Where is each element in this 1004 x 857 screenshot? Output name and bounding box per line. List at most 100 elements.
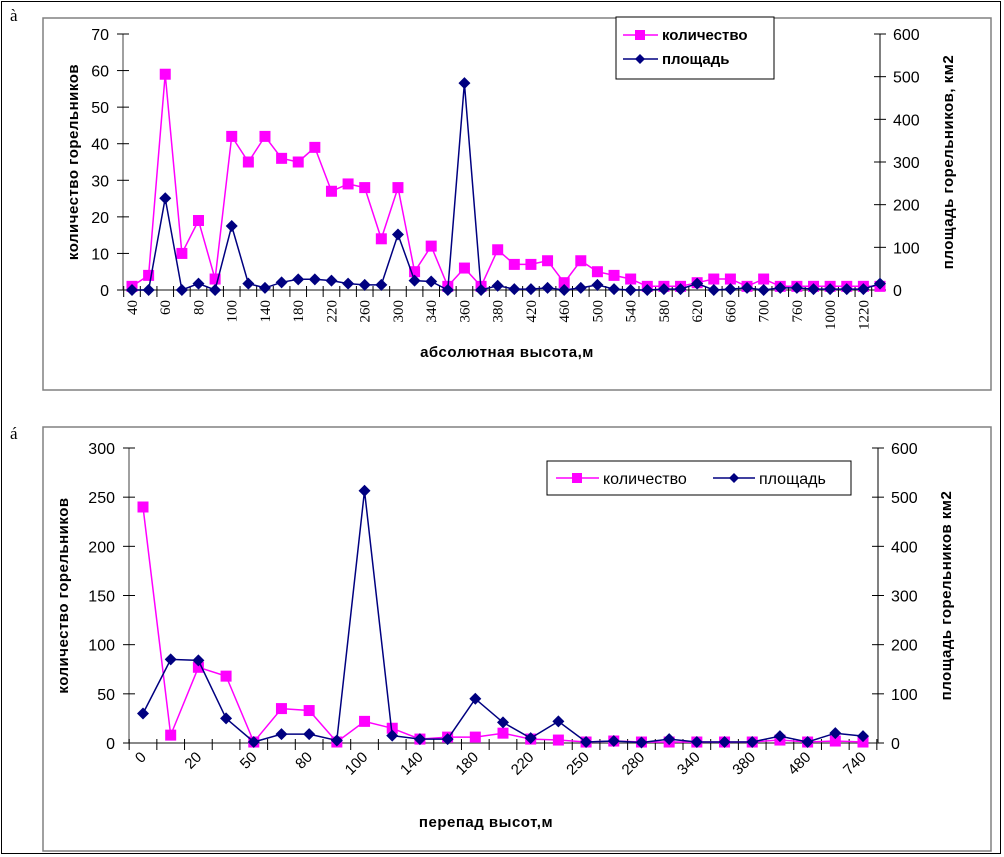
legend-marker-square bbox=[572, 473, 582, 483]
data-point-diamond bbox=[608, 283, 621, 296]
data-point-diamond bbox=[746, 736, 759, 749]
x-axis-tick-label: 1220 bbox=[856, 300, 872, 330]
left-axis-tick-label: 0 bbox=[100, 283, 109, 300]
data-point-diamond bbox=[824, 283, 837, 296]
series-line bbox=[142, 490, 864, 744]
left-axis-tick-label: 100 bbox=[88, 638, 115, 655]
data-point-diamond bbox=[541, 281, 554, 294]
data-point-square bbox=[458, 262, 470, 274]
left-axis-tick-label: 60 bbox=[91, 64, 109, 81]
data-point-diamond bbox=[874, 277, 886, 290]
data-point-square bbox=[292, 156, 304, 168]
data-point-diamond bbox=[674, 283, 687, 296]
data-point-diamond bbox=[391, 228, 404, 241]
panel-label-b: á bbox=[10, 424, 18, 443]
data-point-diamond bbox=[663, 733, 676, 746]
x-axis-title: перепад высот,м bbox=[419, 814, 553, 831]
x-axis-tick-label: 40 bbox=[125, 300, 141, 315]
right-axis-tick-label: 100 bbox=[893, 240, 920, 257]
data-point-diamond bbox=[408, 274, 421, 287]
left-axis-tick-label: 70 bbox=[91, 27, 109, 44]
data-point-diamond bbox=[580, 736, 593, 749]
data-point-diamond bbox=[524, 283, 537, 296]
series-line bbox=[142, 506, 864, 744]
data-point-diamond bbox=[857, 283, 870, 296]
data-point-diamond bbox=[475, 284, 488, 296]
data-point-diamond bbox=[358, 484, 371, 497]
data-point-diamond bbox=[524, 732, 537, 745]
data-point-diamond bbox=[591, 278, 604, 291]
right-axis-tick-label: 200 bbox=[891, 638, 918, 655]
data-point-diamond bbox=[774, 281, 787, 294]
data-point-diamond bbox=[857, 730, 869, 743]
data-point-diamond bbox=[574, 281, 587, 294]
data-point-diamond bbox=[164, 653, 177, 666]
legend: количество площадь bbox=[546, 460, 852, 496]
x-axis-tick-label: 380 bbox=[491, 300, 507, 323]
left-axis-tick-label: 20 bbox=[91, 210, 109, 227]
x-axis-tick-label: 140 bbox=[258, 300, 274, 323]
left-axis-tick-label: 40 bbox=[91, 137, 109, 154]
legend-marker-diamond bbox=[635, 54, 645, 64]
x-axis-tick-label: 250 bbox=[563, 749, 593, 779]
data-point-square bbox=[275, 703, 287, 715]
panel-label-a: à bbox=[10, 6, 18, 25]
data-point-diamond bbox=[159, 192, 172, 205]
data-point-square bbox=[192, 661, 204, 673]
data-point-diamond bbox=[303, 728, 316, 741]
x-axis-tick-label: 500 bbox=[590, 300, 606, 323]
data-point-square bbox=[220, 670, 232, 682]
data-point-diamond bbox=[258, 281, 271, 294]
right-axis-tick-label: 300 bbox=[891, 589, 918, 606]
x-axis-tick-label: 580 bbox=[657, 300, 673, 323]
data-point-diamond bbox=[657, 283, 670, 296]
series-count bbox=[126, 68, 886, 292]
x-axis-tick-label: 340 bbox=[674, 749, 704, 779]
data-point-square bbox=[392, 182, 404, 194]
data-point-square bbox=[497, 727, 509, 739]
legend-box bbox=[615, 16, 775, 80]
data-point-diamond bbox=[308, 273, 321, 286]
data-point-square bbox=[159, 68, 171, 80]
series-area bbox=[137, 484, 869, 749]
x-axis-tick-label: 20 bbox=[181, 749, 205, 773]
data-point-diamond bbox=[126, 284, 138, 296]
right-axis-tick-label: 0 bbox=[893, 283, 902, 300]
x-axis-tick-label: 540 bbox=[624, 300, 640, 323]
x-axis-tick-label: 420 bbox=[524, 300, 540, 323]
data-point-diamond bbox=[175, 284, 188, 296]
right-axis-tick-label: 300 bbox=[893, 155, 920, 172]
data-point-diamond bbox=[497, 716, 509, 729]
x-axis-tick-label: 260 bbox=[358, 300, 374, 323]
left-axis-tick-label: 50 bbox=[91, 100, 109, 117]
plot-area-frame bbox=[42, 17, 992, 391]
data-point-diamond bbox=[275, 276, 288, 289]
data-point-diamond bbox=[358, 278, 371, 291]
data-point-diamond bbox=[209, 284, 222, 296]
right-axis-tick-label: 400 bbox=[891, 539, 918, 556]
right-axis-tick-label: 400 bbox=[893, 112, 920, 129]
data-point-square bbox=[309, 141, 321, 153]
data-point-diamond bbox=[790, 281, 803, 294]
data-point-square bbox=[608, 269, 620, 281]
data-point-diamond bbox=[690, 736, 703, 749]
plot-area-frame bbox=[42, 426, 992, 852]
left-axis-tick-label: 200 bbox=[88, 539, 115, 556]
data-point-diamond bbox=[220, 712, 233, 725]
right-axis-tick-label: 500 bbox=[891, 490, 918, 507]
x-axis-tick-label: 180 bbox=[452, 749, 482, 779]
x-axis-tick-label: 380 bbox=[729, 749, 759, 779]
right-axis-tick-label: 0 bbox=[891, 736, 900, 753]
x-axis-tick-label: 700 bbox=[757, 300, 773, 323]
data-point-square bbox=[176, 247, 188, 259]
data-point-square bbox=[375, 233, 387, 245]
data-point-diamond bbox=[137, 707, 149, 720]
data-point-square bbox=[192, 215, 204, 227]
data-point-square bbox=[508, 258, 520, 270]
left-axis-title: количество горельников bbox=[55, 497, 72, 693]
data-point-diamond bbox=[558, 284, 571, 296]
data-point-diamond bbox=[757, 284, 770, 296]
data-point-diamond bbox=[801, 736, 814, 749]
